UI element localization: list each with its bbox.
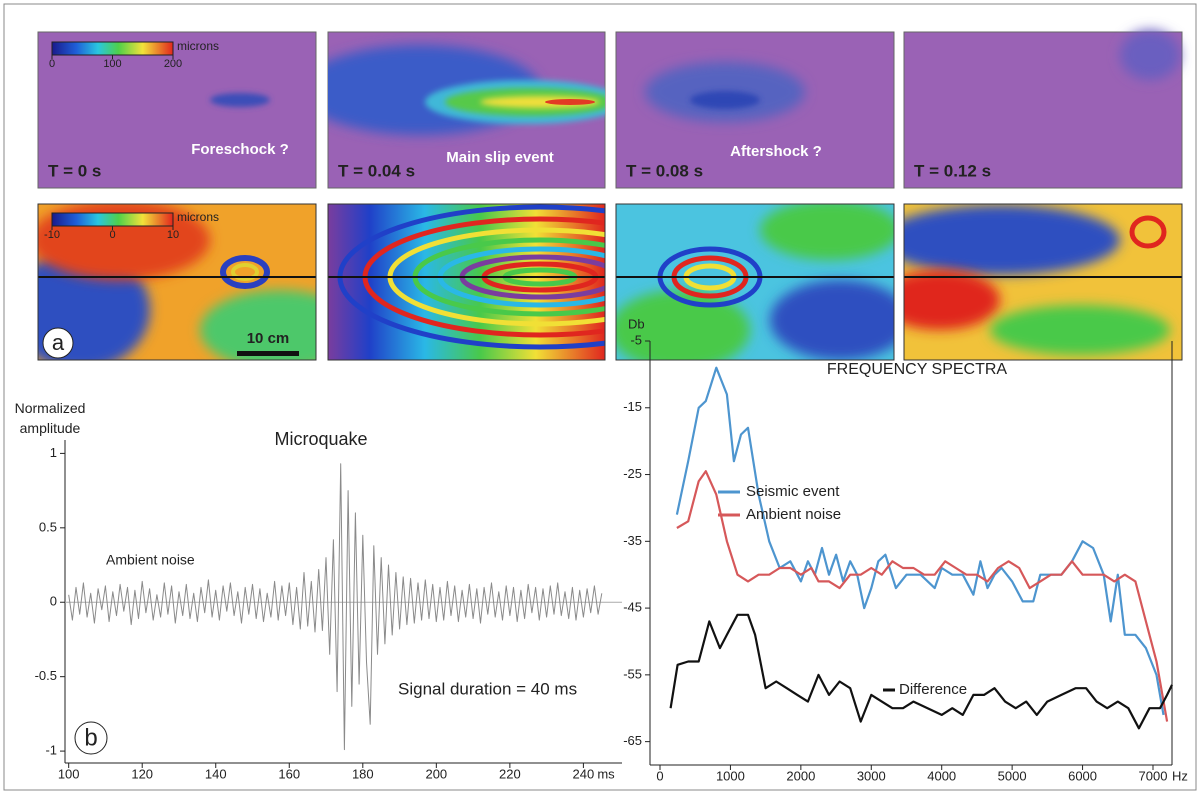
y-tick-label: -45	[623, 600, 642, 615]
x-tick-label: 6000	[1068, 768, 1097, 783]
x-tick-label: 7000	[1139, 768, 1168, 783]
y-tick-label: -0.5	[35, 668, 57, 683]
legend-label: Seismic event	[746, 483, 840, 500]
series-line	[676, 470, 1169, 722]
x-tick-label: 4000	[927, 768, 956, 783]
frame-annotation: Aftershock ?	[730, 143, 822, 160]
x-tick-label: 220	[499, 766, 521, 781]
colorbar-tick-label: 10	[167, 229, 179, 241]
series-line	[68, 463, 603, 751]
x-unit: ms	[597, 766, 615, 781]
x-tick-label: 160	[278, 766, 300, 781]
time-label: T = 0.04 s	[338, 161, 415, 180]
scale-bar	[237, 351, 299, 356]
x-unit: Hz	[1172, 768, 1188, 783]
y-tick-label: -5	[630, 332, 642, 347]
panel-label-circle	[42, 327, 74, 359]
y-tick-label: -1	[45, 743, 57, 758]
y-axis-label: Db	[628, 316, 645, 331]
x-tick-label: 0	[656, 768, 663, 783]
y-tick-label: 1	[50, 445, 57, 460]
legend-label: Ambient noise	[746, 506, 841, 523]
scale-bar-label: 10 cm	[247, 330, 290, 347]
x-tick-label: 1000	[716, 768, 745, 783]
annotation: Ambient noise	[106, 552, 195, 568]
legend-label: Difference	[899, 681, 967, 698]
panel-label: a	[52, 330, 65, 355]
y-axis-label: Normalized amplitude	[14, 400, 86, 436]
colorbar-unit: microns	[177, 210, 219, 224]
chart-title: Microquake	[274, 429, 367, 449]
time-label: T = 0 s	[48, 161, 101, 180]
x-tick-label: 5000	[998, 768, 1027, 783]
panel-label-circle	[74, 721, 108, 755]
colorbar-tick-label: 100	[103, 58, 121, 70]
colorbar-tick-label: -10	[44, 229, 60, 241]
time-label: T = 0.08 s	[626, 161, 703, 180]
x-tick-label: 200	[425, 766, 447, 781]
frame-annotation: Foreschock ?	[191, 141, 289, 158]
y-tick-label: -15	[623, 399, 642, 414]
series-line	[675, 366, 1165, 716]
y-tick-label: 0.5	[39, 519, 57, 534]
chart-title: FREQUENCY SPECTRA	[827, 361, 1008, 378]
colorbar-unit: microns	[177, 39, 219, 53]
y-tick-label: 0	[50, 594, 57, 609]
displacement-maps	[37, 30, 1183, 189]
panel-label: b	[84, 724, 97, 751]
colorbar-tick-label: 0	[109, 229, 115, 241]
y-tick-label: -35	[623, 533, 642, 548]
x-tick-label: 2000	[786, 768, 815, 783]
x-tick-label: 240	[573, 766, 595, 781]
y-tick-label: -55	[623, 666, 642, 681]
colorbar	[51, 212, 174, 227]
frame-annotation: Main slip event	[446, 149, 554, 166]
series-line	[669, 613, 1173, 730]
colorbar-tick-label: 200	[164, 58, 182, 70]
x-tick-label: 100	[58, 766, 80, 781]
x-tick-label: 180	[352, 766, 374, 781]
interferograms	[37, 203, 1183, 361]
annotation: Signal duration = 40 ms	[398, 679, 577, 698]
y-tick-label: -25	[623, 466, 642, 481]
x-tick-label: 3000	[857, 768, 886, 783]
time-label: T = 0.12 s	[914, 161, 991, 180]
figure-border	[3, 3, 1197, 791]
x-tick-label: 120	[131, 766, 153, 781]
y-tick-label: -65	[623, 733, 642, 748]
x-tick-label: 140	[205, 766, 227, 781]
colorbar	[51, 41, 174, 56]
colorbar-tick-label: 0	[49, 58, 55, 70]
